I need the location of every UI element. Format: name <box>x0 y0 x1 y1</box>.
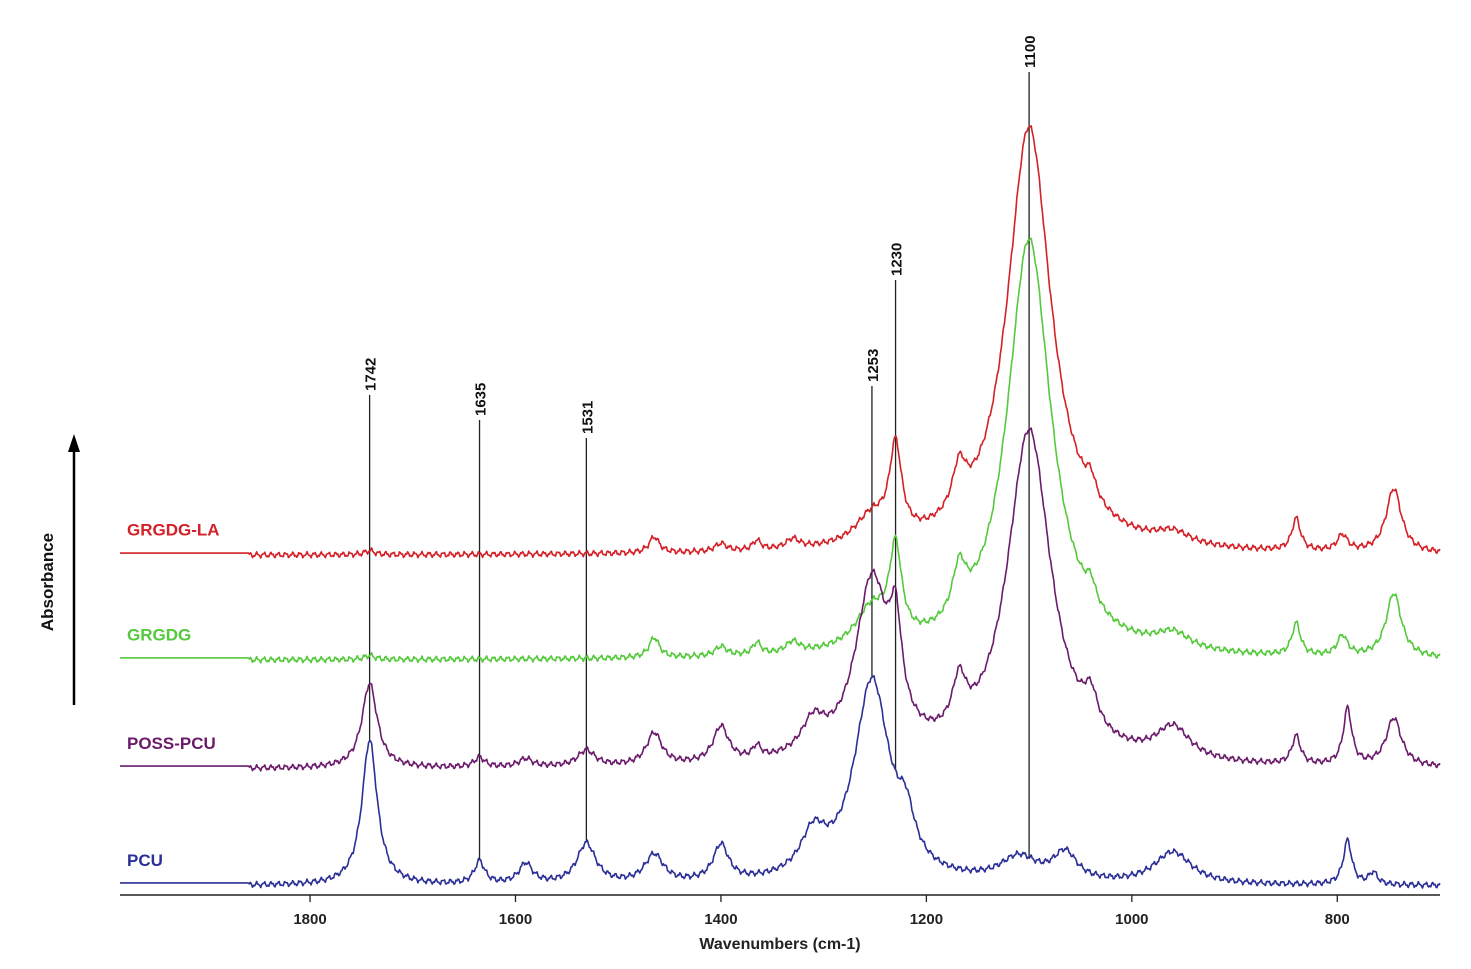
series-label-poss-pcu: POSS-PCU <box>127 734 216 753</box>
x-tick-label-1200: 1200 <box>910 911 943 928</box>
x-tick-label-1400: 1400 <box>704 911 737 928</box>
x-tick-label-800: 800 <box>1325 911 1350 928</box>
peak-marker-label-1635: 1635 <box>473 383 490 416</box>
series-label-grgdg-la: GRGDG-LA <box>127 521 220 540</box>
series-label-grgdg: GRGDG <box>127 625 191 644</box>
peak-marker-label-1742: 1742 <box>363 358 380 391</box>
series-label-pcu: PCU <box>127 851 163 870</box>
peak-marker-label-1230: 1230 <box>889 243 906 276</box>
series-line-poss-pcu <box>120 427 1441 772</box>
series-group <box>120 125 1441 889</box>
peak-marker-label-1531: 1531 <box>579 401 596 434</box>
series-line-pcu <box>120 675 1441 889</box>
x-tick-label-1600: 1600 <box>499 911 532 928</box>
x-tick-label-1000: 1000 <box>1115 911 1148 928</box>
peak-marker-label-1253: 1253 <box>865 349 882 382</box>
series-line-grgdg-la <box>120 125 1441 559</box>
x-axis-label: Wavenumbers (cm-1) <box>699 936 860 953</box>
y-axis-label: Absorbance <box>38 533 57 631</box>
series-line-grgdg <box>120 237 1441 664</box>
y-axis-indicator: Absorbance <box>38 434 80 705</box>
peak-marker-group: 1742 1635 1531 1253 1230 1100 <box>363 35 1039 860</box>
peak-marker-label-1100: 1100 <box>1022 35 1039 68</box>
series-label-group: GRGDG-LA GRGDG POSS-PCU PCU <box>127 521 220 871</box>
up-arrow-icon <box>68 434 80 452</box>
x-axis: 1800 1600 1400 1200 1000 800 <box>120 894 1440 928</box>
x-tick-label-1800: 1800 <box>293 911 326 928</box>
